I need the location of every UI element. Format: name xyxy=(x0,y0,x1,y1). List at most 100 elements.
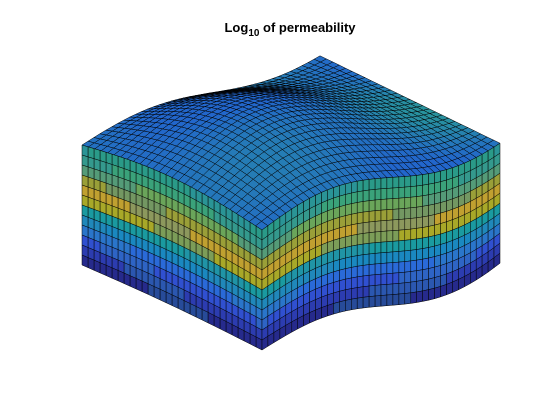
right-face-cell xyxy=(416,195,423,208)
right-face-cell xyxy=(428,182,435,196)
right-face-cell xyxy=(404,292,412,305)
right-face-cell xyxy=(339,300,346,313)
right-face-cell xyxy=(333,269,340,283)
right-face-cell xyxy=(386,294,394,306)
right-face-cell xyxy=(428,266,435,280)
right-face-cell xyxy=(345,245,352,259)
right-face-cell xyxy=(428,214,435,227)
right-face-cell xyxy=(321,305,328,319)
right-face-cell xyxy=(428,245,435,259)
right-face-cell xyxy=(374,209,382,222)
right-face-cell xyxy=(345,203,352,216)
right-face-cell xyxy=(404,175,412,188)
right-face-cell xyxy=(416,237,423,250)
right-face-cell xyxy=(356,211,364,224)
right-face-cell xyxy=(386,251,394,264)
right-face-cell xyxy=(416,174,423,187)
right-face-cell xyxy=(356,275,364,288)
right-face-cell xyxy=(434,212,441,226)
right-face-cell xyxy=(351,266,358,279)
right-face-cell xyxy=(356,179,364,193)
right-face-cell xyxy=(434,254,441,268)
right-face-cell xyxy=(404,196,412,209)
right-face-cell xyxy=(380,230,388,243)
right-face-cell xyxy=(362,179,370,192)
right-face-cell xyxy=(339,268,346,281)
right-face-cell xyxy=(434,202,441,215)
right-face-cell xyxy=(362,275,370,287)
right-face-cell xyxy=(351,276,358,289)
right-face-cell xyxy=(398,261,406,273)
right-face-cell xyxy=(434,244,441,257)
right-face-cell xyxy=(339,247,346,260)
right-face-cell xyxy=(380,209,388,222)
right-face-cell xyxy=(398,293,406,305)
right-face-cell xyxy=(404,228,412,241)
right-face-cell xyxy=(351,191,358,204)
right-face-cell xyxy=(493,252,501,268)
right-face-cell xyxy=(351,234,358,247)
right-face-cell xyxy=(368,210,376,223)
right-face-cell xyxy=(434,181,441,194)
right-face-cell xyxy=(309,309,316,324)
right-face-cell xyxy=(398,186,406,199)
right-face-cell xyxy=(368,189,376,201)
right-face-cell xyxy=(368,199,376,212)
right-face-cell xyxy=(428,172,435,185)
right-face-cell xyxy=(404,207,412,220)
right-face-cell xyxy=(416,258,423,271)
right-face-cell xyxy=(404,186,412,198)
right-face-cell xyxy=(386,283,394,296)
right-face-cell xyxy=(404,271,412,284)
right-face-cell xyxy=(351,287,358,300)
right-face-cell xyxy=(410,206,417,219)
right-face-cell xyxy=(410,281,417,294)
right-face-cell xyxy=(339,215,346,229)
right-face-cell xyxy=(410,238,417,251)
right-face-cell xyxy=(416,290,423,303)
right-face-cell xyxy=(410,196,417,209)
right-face-cell xyxy=(339,278,346,292)
right-face-cell xyxy=(380,252,388,264)
right-face-cell xyxy=(392,176,400,189)
right-face-cell xyxy=(404,260,412,273)
right-face-cell xyxy=(345,288,352,301)
right-face-cell xyxy=(392,229,400,242)
right-face-cell xyxy=(351,212,358,226)
right-face-cell xyxy=(374,199,382,211)
right-face-cell xyxy=(351,202,358,215)
right-face-cell xyxy=(434,265,441,278)
right-face-cell xyxy=(380,294,388,307)
right-face-cell xyxy=(356,243,364,256)
right-face-cell xyxy=(434,170,441,184)
right-face-cell xyxy=(398,282,406,295)
right-face-cell xyxy=(362,200,370,213)
right-face-cell xyxy=(422,183,429,197)
right-face-cell xyxy=(368,253,376,265)
right-face-cell xyxy=(428,203,435,217)
right-face-cell xyxy=(440,284,447,298)
right-face-cell xyxy=(386,262,394,274)
right-face-cell xyxy=(356,265,364,278)
right-face-cell xyxy=(392,272,400,285)
title-text: Log xyxy=(224,20,248,35)
right-face-cell xyxy=(356,190,364,203)
right-face-cell xyxy=(374,273,382,286)
right-face-cell xyxy=(356,254,364,267)
title-suffix: of permeability xyxy=(259,20,356,35)
right-face-cell xyxy=(380,198,388,211)
right-face-cell xyxy=(374,188,382,201)
right-face-cell xyxy=(410,259,417,272)
right-face-cell xyxy=(356,297,364,310)
right-face-cell xyxy=(351,255,358,268)
right-face-cell xyxy=(434,191,441,205)
right-face-cell xyxy=(339,226,346,239)
right-face-cell xyxy=(380,273,388,286)
right-face-cell xyxy=(327,303,334,317)
right-face-cell xyxy=(368,242,376,255)
right-face-cell xyxy=(428,193,435,206)
chart-title: Log10 of permeability xyxy=(224,20,356,39)
right-face-cell xyxy=(345,235,352,248)
right-face-cell xyxy=(356,286,364,299)
